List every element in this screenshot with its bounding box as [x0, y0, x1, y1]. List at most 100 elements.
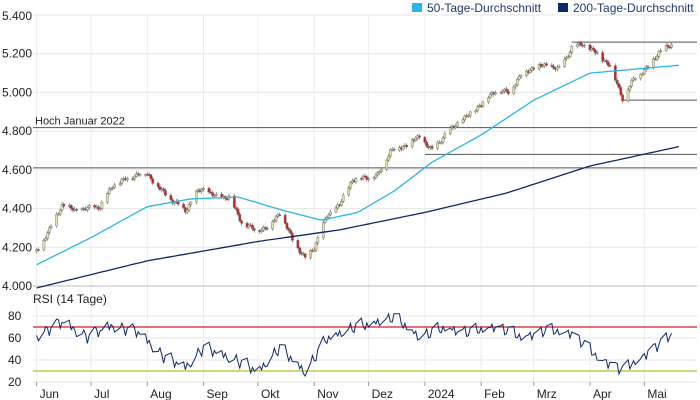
- candle-body: [512, 86, 516, 94]
- candle-body: [439, 142, 443, 144]
- x-tick-label: 2024: [428, 387, 455, 400]
- candle-body: [468, 111, 472, 116]
- sma200-line: [36, 145, 680, 289]
- candle-body: [62, 203, 66, 207]
- candle-body: [162, 188, 165, 191]
- candle-body: [528, 70, 532, 73]
- candle-body: [525, 70, 528, 76]
- sma50-line: [36, 64, 679, 266]
- candle-body: [314, 242, 318, 251]
- candle-body: [410, 139, 414, 147]
- candle-body: [454, 125, 458, 128]
- candle-body: [401, 146, 405, 150]
- candle-body: [69, 205, 73, 209]
- x-tick-label: Okt: [261, 387, 280, 400]
- candle-body: [418, 135, 421, 138]
- candle-body: [467, 115, 470, 117]
- candle-body: [271, 221, 274, 230]
- candle-body: [214, 193, 218, 196]
- legend-label: 50-Tage-Durchschnitt: [427, 1, 542, 15]
- candle-body: [274, 216, 278, 221]
- candle-body: [37, 249, 40, 251]
- candle-body: [329, 211, 332, 216]
- candle-body: [211, 192, 214, 196]
- candle-body: [436, 142, 439, 149]
- candle-body: [389, 149, 392, 157]
- candle-body: [309, 250, 312, 258]
- candle-body: [234, 207, 238, 210]
- candle-body: [321, 222, 325, 238]
- candle-body: [272, 220, 276, 222]
- candle-body: [109, 188, 113, 190]
- y-tick-label: 5.200: [2, 47, 32, 61]
- candle-body: [604, 60, 608, 62]
- x-axis: Jun Jul Aug Sep Okt Nov Dez 2024 Feb Mrz Apr Mai: [36, 382, 667, 400]
- x-tick-label: Jun: [40, 387, 59, 400]
- candle-body: [182, 203, 185, 208]
- candle-body: [392, 149, 396, 151]
- candle-body: [628, 85, 632, 91]
- rsi-tick-label: 20: [8, 375, 22, 389]
- candle-body: [566, 56, 570, 58]
- candle-body: [296, 240, 300, 248]
- candle-body: [287, 228, 291, 231]
- candle-body: [374, 174, 378, 179]
- x-tick-label: Sep: [207, 387, 229, 400]
- candle-body: [354, 178, 358, 182]
- candle-body: [341, 194, 345, 202]
- candle-body: [285, 223, 289, 229]
- y-tick-label: 4.000: [2, 279, 32, 293]
- candle-body: [385, 159, 389, 170]
- candle-body: [630, 80, 633, 87]
- candle-body: [608, 65, 612, 67]
- candle-body: [262, 227, 265, 231]
- candle-body: [441, 137, 445, 143]
- x-tick-label: Dez: [372, 387, 393, 400]
- candle-body: [44, 238, 47, 241]
- candle-body: [537, 64, 541, 70]
- candle-body: [338, 204, 341, 206]
- legend-label: 200-Tage-Durchschnitt: [573, 1, 694, 15]
- candle-body: [474, 110, 477, 113]
- candle-body: [606, 61, 610, 66]
- candle-body: [615, 80, 619, 85]
- candle-body: [507, 90, 510, 94]
- candle-body: [376, 172, 379, 176]
- candle-body: [588, 44, 592, 51]
- main-y-axis: 5.400 5.200 5.000 4.800 4.600 4.400 4.200 4.000: [2, 9, 32, 293]
- x-tick-label: Apr: [593, 387, 612, 400]
- candle-body: [133, 175, 136, 180]
- candle-body: [233, 195, 236, 208]
- candle-body: [57, 213, 60, 216]
- rsi-title: RSI (14 Tage): [33, 292, 107, 306]
- candle-body: [563, 58, 566, 67]
- candle-body: [303, 253, 307, 258]
- candle-body: [200, 189, 204, 192]
- rsi-panel: RSI (14 Tage) 80 60 40 20: [8, 292, 697, 389]
- candle-body: [643, 69, 646, 75]
- candle-body: [456, 122, 459, 127]
- candle-body: [481, 101, 485, 107]
- candle-body: [238, 214, 242, 222]
- candle-body: [316, 237, 320, 244]
- candle-body: [263, 227, 267, 229]
- level-label: Hoch Januar 2022: [35, 116, 125, 128]
- candle-body: [505, 88, 508, 92]
- candle-body: [655, 56, 659, 60]
- candle-body: [659, 50, 663, 52]
- candle-body: [46, 232, 49, 239]
- candle-body: [592, 47, 595, 51]
- candle-body: [365, 176, 369, 180]
- candle-body: [300, 252, 303, 255]
- candle-body: [664, 45, 668, 51]
- candle-body: [93, 205, 96, 208]
- candle-body: [494, 92, 497, 95]
- candle-body: [487, 97, 490, 103]
- legend-swatch: [558, 3, 568, 12]
- candle-body: [151, 178, 155, 184]
- candle-body: [135, 173, 138, 177]
- candle-body: [327, 214, 331, 218]
- candle-body: [519, 75, 523, 77]
- candle-body: [360, 178, 363, 180]
- candle-body: [557, 66, 561, 68]
